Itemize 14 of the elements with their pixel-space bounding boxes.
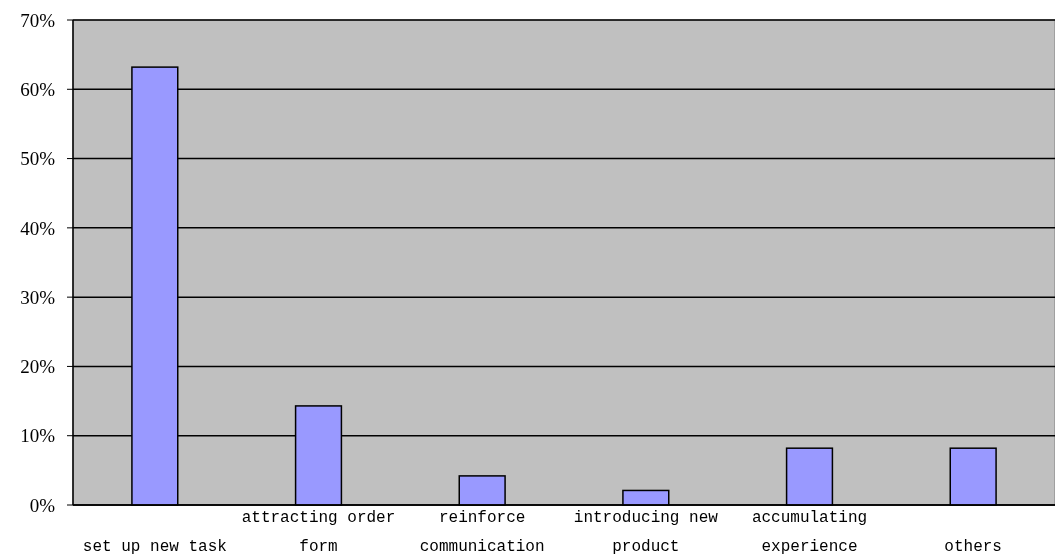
y-tick-label: 40%: [20, 217, 56, 239]
y-tick-label: 0%: [29, 494, 56, 516]
x-tick-label: set up new task: [82, 538, 227, 554]
y-tick-label: 10%: [20, 425, 56, 447]
y-tick-label: 60%: [20, 78, 56, 100]
x-tick-label: introducing new product: [573, 509, 719, 554]
y-tick-label: 50%: [20, 148, 56, 170]
x-tick-label: others: [944, 538, 1002, 554]
x-tick-label: attracting order form: [241, 509, 396, 554]
y-tick-label: 30%: [20, 286, 56, 308]
x-tick-label: reinforce communication: [419, 509, 545, 554]
x-tick-label: accumulating experience: [751, 509, 868, 554]
y-tick-label: 70%: [20, 9, 56, 31]
y-tick-label: 20%: [20, 356, 56, 378]
